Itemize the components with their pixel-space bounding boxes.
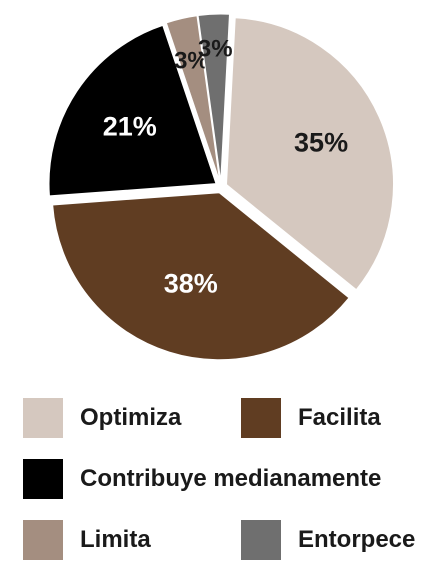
legend-swatch-contribuye-medianamente — [23, 459, 63, 499]
pie-slice-facilita — [52, 192, 350, 361]
legend-item-optimiza: Optimiza — [23, 398, 181, 438]
data-label-optimiza: 35% — [294, 127, 348, 157]
legend-item-limita: Limita — [23, 520, 151, 560]
legend-label-contribuye-medianamente: Contribuye medianamente — [80, 465, 382, 492]
data-label-facilita: 38% — [164, 269, 218, 299]
pie-chart: 35%38%21%3%3% — [48, 13, 394, 361]
legend-item-contribuye-medianamente: Contribuye medianamente — [23, 459, 381, 499]
legend-label-limita: Limita — [80, 526, 151, 553]
pie-slice-optimiza — [225, 17, 394, 291]
pie-slice-contribuye-medianamente — [48, 24, 217, 197]
legend-label-facilita: Facilita — [298, 404, 381, 431]
legend-label-optimiza: Optimiza — [80, 404, 182, 431]
legend-swatch-optimiza — [23, 398, 63, 438]
pie-slice-limita — [165, 15, 221, 182]
pie-slice-entorpece — [197, 13, 231, 182]
legend-label-entorpece: Entorpece — [298, 526, 416, 553]
legend-item-entorpece: Entorpece — [241, 520, 415, 560]
legend-item-facilita: Facilita — [241, 398, 381, 438]
data-label-contribuye-medianamente: 21% — [103, 111, 157, 141]
data-label-entorpece: 3% — [198, 36, 233, 63]
legend-swatch-entorpece — [241, 520, 281, 560]
legend-swatch-facilita — [241, 398, 281, 438]
legend-swatch-limita — [23, 520, 63, 560]
